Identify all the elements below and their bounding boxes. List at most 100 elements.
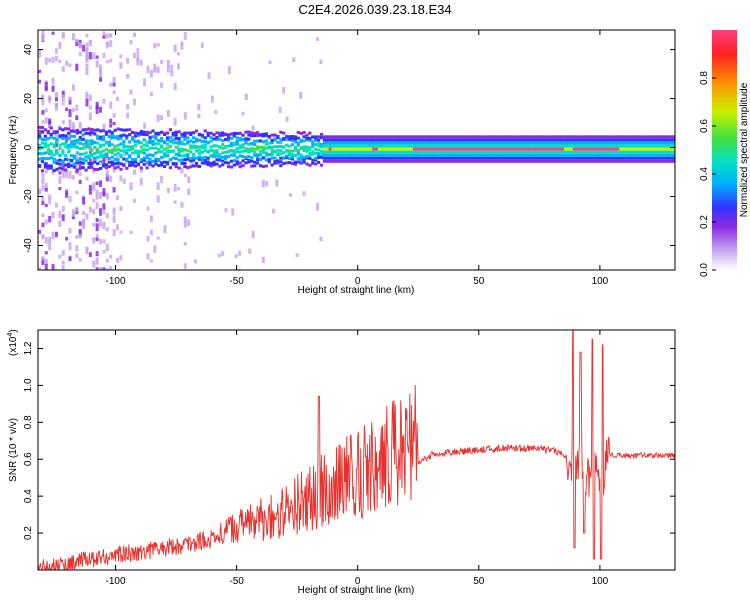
heatmap-cell: [462, 141, 466, 145]
heatmap-cell: [85, 33, 89, 38]
heatmap-cell: [203, 149, 207, 153]
heatmap-cell: [465, 156, 469, 160]
heatmap-cell: [584, 159, 588, 163]
heatmap-cell: [314, 151, 318, 155]
heatmap-cell: [392, 141, 396, 145]
heatmap-cell: [334, 153, 338, 157]
heatmap-cell: [357, 147, 361, 151]
heatmap-cell: [354, 159, 359, 163]
heatmap-cell: [88, 94, 92, 102]
heatmap-cell: [535, 153, 539, 157]
heatmap-cell: [46, 147, 50, 151]
heatmap-cell: [145, 133, 149, 137]
heatmap-cell: [81, 157, 85, 161]
heatmap-cell: [665, 141, 669, 145]
heatmap-cell: [613, 153, 617, 157]
heatmap-cell: [38, 188, 41, 193]
heatmap-cell: [491, 144, 495, 148]
heatmap-cell: [75, 131, 79, 135]
heatmap-cell: [78, 138, 82, 142]
heatmap-cell: [58, 59, 62, 64]
heatmap-cell: [514, 141, 518, 145]
heatmap-cell: [166, 110, 170, 117]
heatmap-cell: [473, 138, 478, 142]
heatmap-cell: [112, 207, 116, 212]
heatmap-cell: [156, 114, 160, 122]
heatmap-cell: [189, 139, 193, 143]
heatmap-cell: [180, 142, 184, 146]
heatmap-cell: [55, 159, 59, 163]
heatmap-cell: [494, 159, 498, 163]
heatmap-cell: [622, 135, 626, 139]
heatmap-cell: [659, 141, 664, 145]
heatmap-cell: [296, 141, 300, 145]
heatmap-cell: [369, 138, 373, 142]
heatmap-cell: [128, 128, 132, 132]
heatmap-cell: [319, 142, 324, 146]
heatmap-cell: [72, 145, 77, 149]
heatmap-cell: [444, 150, 449, 154]
heatmap-cell: [75, 138, 79, 142]
heatmap-cell: [569, 156, 574, 160]
y-tick-label: 0.4: [23, 489, 34, 503]
heatmap-cell: [61, 249, 65, 256]
heatmap-cell: [485, 153, 489, 157]
heatmap-cell: [444, 135, 449, 139]
heatmap-cell: [105, 268, 109, 270]
heatmap-cell: [485, 144, 489, 148]
colorbar-tick-label: 0.0: [699, 263, 710, 277]
heatmap-cell: [465, 150, 469, 154]
heatmap-cell: [192, 144, 196, 148]
heatmap-cell: [122, 145, 126, 149]
heatmap-cell: [95, 202, 99, 210]
heatmap-cell: [193, 259, 197, 264]
heatmap-cell: [142, 151, 146, 155]
heatmap-cell: [322, 144, 327, 148]
heatmap-cell: [424, 138, 428, 142]
heatmap-cell: [126, 57, 130, 64]
heatmap-cell: [92, 186, 96, 192]
heatmap-cell: [122, 149, 126, 153]
heatmap-cell: [151, 164, 155, 168]
heatmap-cell: [380, 135, 385, 139]
heatmap-cell: [552, 144, 556, 148]
heatmap-cell: [276, 161, 280, 165]
heatmap-cell: [346, 141, 350, 145]
heatmap-cell: [200, 42, 204, 48]
heatmap-cell: [229, 159, 234, 163]
heatmap-cell: [58, 158, 62, 162]
heatmap-cell: [119, 149, 123, 153]
heatmap-cell: [186, 149, 190, 153]
heatmap-cell: [151, 129, 155, 133]
heatmap-cell: [549, 144, 553, 148]
heatmap-cell: [380, 147, 385, 151]
heatmap-cell: [255, 153, 260, 157]
heatmap-cell: [526, 150, 530, 154]
heatmap-cell: [514, 135, 518, 139]
heatmap-cell: [407, 141, 411, 145]
heatmap-cell: [380, 150, 385, 154]
heatmap-cell: [104, 132, 109, 136]
heatmap-cell: [593, 159, 597, 163]
heatmap-cell: [99, 145, 103, 149]
heatmap-cell: [151, 135, 155, 139]
heatmap-cell: [628, 138, 632, 142]
heatmap-cell: [351, 147, 356, 151]
heatmap-cell: [104, 152, 109, 156]
heatmap-cell: [197, 145, 202, 149]
heatmap-cell: [221, 131, 225, 135]
heatmap-cell: [494, 141, 498, 145]
heatmap-cell: [90, 139, 94, 143]
heatmap-cell: [482, 138, 486, 142]
heatmap-cell: [628, 159, 632, 163]
heatmap-cell: [226, 165, 231, 169]
heatmap-cell: [625, 144, 629, 148]
heatmap-cell: [293, 137, 297, 141]
heatmap-cell: [72, 139, 77, 143]
heatmap-cell: [662, 147, 667, 151]
heatmap-cell: [523, 147, 527, 151]
heatmap-cell: [645, 138, 649, 142]
heatmap-cell: [253, 134, 257, 138]
heatmap-cell: [296, 160, 300, 164]
heatmap-cell: [99, 106, 103, 113]
